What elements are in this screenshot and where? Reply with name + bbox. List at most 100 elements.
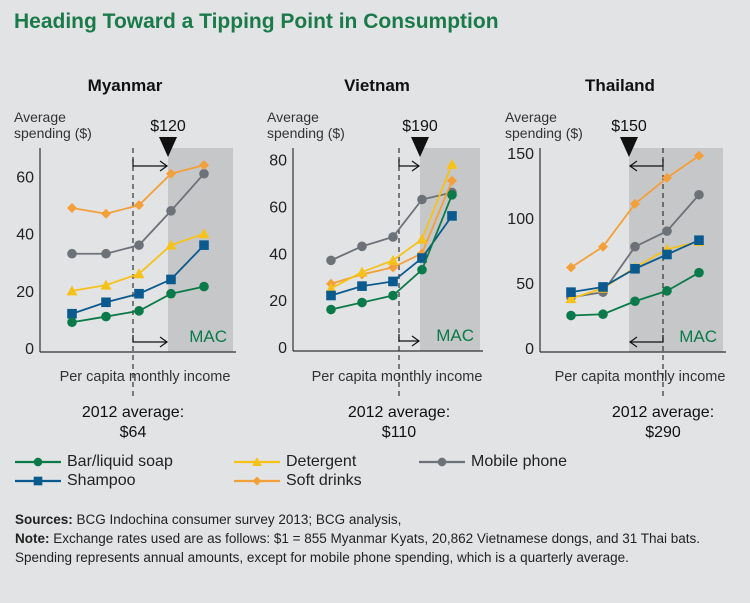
arrow-head-icon xyxy=(628,160,638,172)
legend-marker-mobile-phone xyxy=(419,457,465,467)
y-tick-label: 60 xyxy=(16,170,34,187)
series-bar-liquid-soap xyxy=(326,190,457,315)
arrow-icon xyxy=(398,159,419,167)
x-axis-label: Per capita monthly income xyxy=(60,369,231,385)
data-point xyxy=(388,276,398,287)
y-tick-label: 0 xyxy=(25,341,34,358)
y-axis-label: Average xyxy=(267,109,319,125)
data-point xyxy=(694,267,704,278)
data-point xyxy=(67,317,77,328)
threshold-label: $150 xyxy=(611,118,647,135)
y-tick-label: 100 xyxy=(507,211,534,228)
threshold-marker-icon xyxy=(411,137,429,157)
mac-label: MAC xyxy=(189,327,227,346)
arrow-icon xyxy=(132,159,167,167)
x-axis-label: Per capita monthly income xyxy=(555,369,726,385)
data-point xyxy=(565,293,577,304)
data-point xyxy=(199,240,209,250)
series-shampoo xyxy=(67,240,209,319)
data-point xyxy=(388,290,398,301)
data-point xyxy=(101,297,111,308)
data-point xyxy=(446,158,458,169)
data-point xyxy=(417,253,427,263)
data-point xyxy=(630,263,640,274)
arrow-head-icon xyxy=(411,335,421,347)
sources-line: Sources: BCG Indochina consumer survey 2… xyxy=(15,510,735,529)
arrow-icon xyxy=(132,335,167,343)
data-point xyxy=(388,262,398,273)
legend-marker-shampoo xyxy=(15,476,61,486)
legend-item-detergent: Detergent xyxy=(234,453,356,471)
data-point xyxy=(326,255,336,266)
series-detergent xyxy=(325,158,458,293)
data-point xyxy=(630,241,640,252)
series-mobile-phone xyxy=(67,168,209,259)
data-point xyxy=(662,249,672,260)
arrow-icon xyxy=(630,335,664,343)
y-tick-label: 40 xyxy=(16,227,34,244)
threshold-marker-icon xyxy=(159,137,177,157)
series-shampoo xyxy=(566,235,704,297)
data-point xyxy=(357,281,367,291)
threshold-label: $120 xyxy=(150,118,186,135)
data-point xyxy=(199,281,209,292)
legend-label: Detergent xyxy=(286,453,357,470)
data-point xyxy=(388,232,398,242)
data-point xyxy=(598,309,608,320)
legend-item-mobile-phone: Mobile phone xyxy=(419,453,567,471)
x-axis-label: Per capita monthly income xyxy=(312,369,483,385)
data-point xyxy=(134,200,144,211)
series-soft-drinks xyxy=(566,150,704,273)
series-soft-drinks xyxy=(67,160,209,219)
data-point xyxy=(198,228,210,239)
data-point xyxy=(67,308,77,319)
panel-title: Vietnam xyxy=(344,76,410,95)
threshold-label: $190 xyxy=(402,118,438,135)
data-point xyxy=(33,476,43,486)
legend-marker-detergent xyxy=(234,457,280,467)
data-point xyxy=(252,457,262,467)
legend-item-shampoo: Shampoo xyxy=(15,472,136,490)
data-point xyxy=(416,233,428,244)
data-point xyxy=(326,304,336,315)
data-point xyxy=(694,235,704,246)
average-label: 2012 average: xyxy=(82,404,184,421)
y-tick-label: 80 xyxy=(269,153,287,170)
average-value: $64 xyxy=(120,424,147,441)
data-point xyxy=(101,311,111,322)
footnotes: Sources: BCG Indochina consumer survey 2… xyxy=(15,510,735,567)
legend-marker-soap xyxy=(15,457,61,467)
data-point xyxy=(630,296,640,307)
average-value: $290 xyxy=(645,424,681,441)
sources-label: Sources: xyxy=(15,512,73,527)
legend-label: Soft drinks xyxy=(286,472,362,489)
data-point xyxy=(101,208,111,219)
legend-item-soap: Bar/liquid soap xyxy=(15,453,173,471)
y-tick-label: 50 xyxy=(516,276,534,293)
data-point xyxy=(325,282,337,293)
data-point xyxy=(417,264,427,275)
y-tick-label: 60 xyxy=(269,200,287,217)
average-label: 2012 average: xyxy=(612,404,714,421)
y-axis-label: spending ($) xyxy=(505,125,583,141)
data-point xyxy=(630,198,640,209)
legend-marker-soft-drinks xyxy=(234,476,280,486)
data-point xyxy=(662,286,672,296)
y-axis-label: Average xyxy=(505,109,557,125)
data-point xyxy=(326,290,336,301)
data-point xyxy=(199,168,209,179)
data-point xyxy=(67,248,77,259)
y-axis-label: spending ($) xyxy=(267,125,345,141)
data-point xyxy=(662,226,672,236)
data-point xyxy=(252,476,262,486)
data-point xyxy=(199,160,209,171)
data-point xyxy=(133,268,145,279)
series-bar-liquid-soap xyxy=(67,281,209,328)
arrow-head-icon xyxy=(159,160,169,172)
legend-item-soft-drinks: Soft drinks xyxy=(234,472,362,490)
average-value: $110 xyxy=(382,424,417,441)
data-point xyxy=(166,288,176,299)
arrow-icon xyxy=(630,159,664,167)
